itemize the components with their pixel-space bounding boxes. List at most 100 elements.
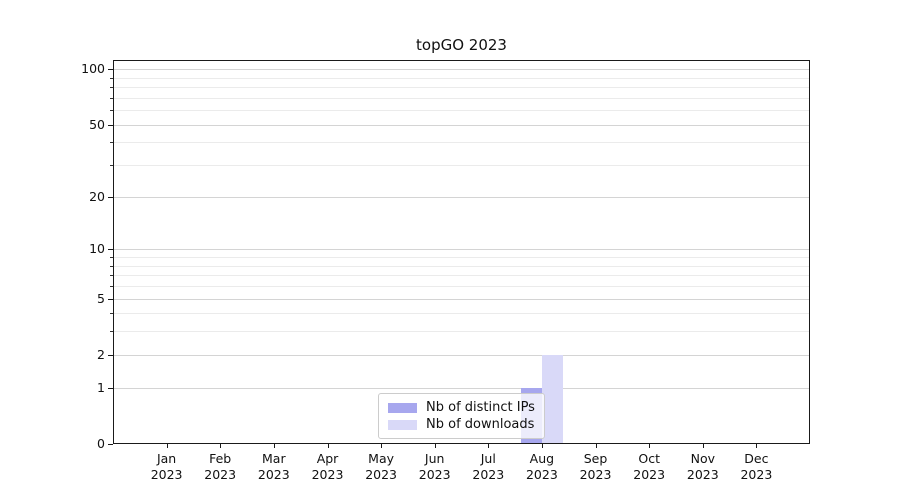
y-minor-tick-mark bbox=[110, 142, 113, 144]
y-tick-mark bbox=[108, 444, 113, 445]
y-axis-ticks bbox=[108, 60, 113, 445]
x-tick-year: 2023 bbox=[633, 466, 666, 482]
x-tick-year: 2023 bbox=[311, 466, 344, 482]
y-minor-tick-mark bbox=[110, 331, 113, 333]
x-tick-label: May 2023 bbox=[349, 451, 413, 482]
x-tick-year: 2023 bbox=[579, 466, 612, 482]
y-minor-tick-mark bbox=[110, 257, 113, 258]
y-tick-mark bbox=[108, 196, 113, 198]
y-tick-mark bbox=[108, 387, 113, 389]
y-tick-label: 100 bbox=[81, 61, 105, 77]
legend: Nb of distinct IPs Nb of downloads bbox=[378, 393, 545, 439]
y-minor-tick-mark bbox=[110, 275, 113, 277]
x-tick-mark bbox=[166, 444, 168, 448]
minor-gridline bbox=[113, 313, 810, 315]
x-tick-month: Apr bbox=[316, 451, 339, 466]
x-axis-ticks bbox=[113, 444, 810, 449]
y-minor-tick-mark bbox=[110, 313, 113, 315]
x-tick-year: 2023 bbox=[257, 466, 290, 482]
x-tick-month: Jun bbox=[424, 451, 445, 466]
y-minor-tick-mark bbox=[110, 87, 113, 88]
x-tick-month: Oct bbox=[638, 451, 660, 466]
x-tick-month: Jan bbox=[156, 451, 177, 466]
major-gridline bbox=[113, 69, 810, 71]
major-gridline bbox=[113, 354, 810, 356]
minor-gridline bbox=[113, 331, 810, 333]
x-tick-month: Nov bbox=[690, 451, 715, 466]
y-minor-tick-mark bbox=[110, 265, 113, 267]
y-tick-label: 0 bbox=[97, 436, 105, 451]
x-tick-label: Nov 2023 bbox=[671, 451, 735, 482]
x-tick-year: 2023 bbox=[150, 466, 183, 482]
y-tick-mark bbox=[108, 124, 113, 126]
minor-gridline bbox=[113, 77, 810, 79]
minor-gridline bbox=[113, 97, 810, 99]
x-tick-label: Aug 2023 bbox=[510, 451, 574, 482]
legend-swatch-distinct-ips bbox=[388, 402, 417, 413]
x-tick-mark bbox=[756, 444, 758, 448]
x-tick-mark bbox=[649, 444, 651, 448]
x-tick-year: 2023 bbox=[418, 466, 451, 482]
major-gridline bbox=[113, 298, 810, 300]
x-tick-mark bbox=[541, 444, 543, 448]
x-tick-month: Mar bbox=[262, 451, 286, 466]
minor-gridline bbox=[113, 265, 810, 267]
x-axis-labels: Jan 2023 Feb 2023 Mar 2023 Apr 2023 May 2023 Jun 20… bbox=[113, 451, 810, 485]
major-gridline bbox=[113, 124, 810, 126]
x-tick-mark bbox=[488, 444, 490, 448]
legend-label-distinct-ips: Nb of distinct IPs bbox=[426, 400, 535, 415]
y-tick-label: 20 bbox=[89, 188, 105, 204]
x-tick-label: Jun 2023 bbox=[403, 451, 467, 482]
bars-layer bbox=[113, 60, 810, 444]
x-tick-month: Aug bbox=[529, 451, 555, 466]
minor-gridline bbox=[113, 87, 810, 88]
minor-gridline bbox=[113, 285, 810, 287]
minor-gridline bbox=[113, 165, 810, 167]
y-tick-label: 1 bbox=[97, 379, 105, 395]
chart-title: topGO 2023 bbox=[416, 36, 507, 54]
minor-gridline bbox=[113, 142, 810, 144]
x-tick-label: Mar 2023 bbox=[242, 451, 306, 482]
x-tick-mark bbox=[434, 444, 436, 448]
x-tick-mark bbox=[595, 444, 597, 448]
y-minor-tick-mark bbox=[110, 165, 113, 167]
minor-gridline bbox=[113, 110, 810, 112]
y-tick-label: 50 bbox=[89, 116, 105, 132]
x-tick-year: 2023 bbox=[740, 466, 773, 482]
x-tick-month: Dec bbox=[744, 451, 769, 466]
x-tick-year: 2023 bbox=[365, 466, 397, 482]
x-tick-label: Jan 2023 bbox=[135, 451, 199, 482]
x-tick-year: 2023 bbox=[472, 466, 505, 482]
x-tick-mark bbox=[327, 444, 329, 448]
y-tick-label: 2 bbox=[97, 346, 105, 362]
x-tick-label: Apr 2023 bbox=[296, 451, 360, 482]
x-tick-label: Feb 2023 bbox=[188, 451, 252, 482]
x-tick-mark bbox=[381, 444, 383, 448]
x-tick-year: 2023 bbox=[204, 466, 237, 482]
x-tick-month: Feb bbox=[209, 451, 232, 466]
x-tick-month: Jul bbox=[480, 451, 496, 466]
x-tick-mark bbox=[702, 444, 704, 448]
x-tick-label: Oct 2023 bbox=[617, 451, 681, 482]
legend-label-downloads: Nb of downloads bbox=[426, 417, 535, 432]
gridlines-layer bbox=[113, 60, 810, 444]
y-tick-mark bbox=[108, 354, 113, 356]
legend-row-distinct-ips: Nb of distinct IPs bbox=[388, 399, 535, 416]
x-tick-label: Sep 2023 bbox=[564, 451, 628, 482]
legend-row-downloads: Nb of downloads bbox=[388, 416, 535, 433]
plot-area bbox=[113, 60, 810, 444]
y-tick-label: 5 bbox=[97, 290, 105, 306]
x-tick-month: Sep bbox=[583, 451, 608, 466]
x-tick-mark bbox=[220, 444, 222, 448]
minor-gridline bbox=[113, 275, 810, 277]
x-tick-label: Dec 2023 bbox=[724, 451, 788, 482]
y-minor-tick-mark bbox=[110, 110, 113, 112]
x-tick-mark bbox=[273, 444, 275, 448]
y-minor-tick-mark bbox=[110, 77, 113, 79]
y-minor-tick-mark bbox=[110, 285, 113, 287]
x-tick-year: 2023 bbox=[686, 466, 719, 482]
bar-downloads bbox=[541, 354, 563, 443]
y-minor-tick-mark bbox=[110, 97, 113, 99]
major-gridline bbox=[113, 387, 810, 389]
